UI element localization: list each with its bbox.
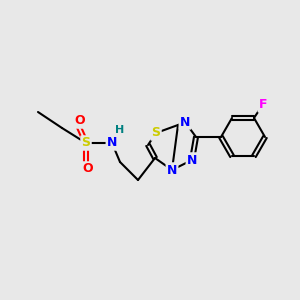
Text: S: S [82,136,91,149]
Text: N: N [180,116,190,128]
Text: O: O [75,115,85,128]
Text: O: O [83,163,93,176]
Text: N: N [187,154,197,166]
Text: N: N [167,164,177,176]
Text: N: N [107,136,117,149]
Text: H: H [116,125,124,135]
Text: F: F [259,98,267,111]
Text: S: S [152,127,160,140]
